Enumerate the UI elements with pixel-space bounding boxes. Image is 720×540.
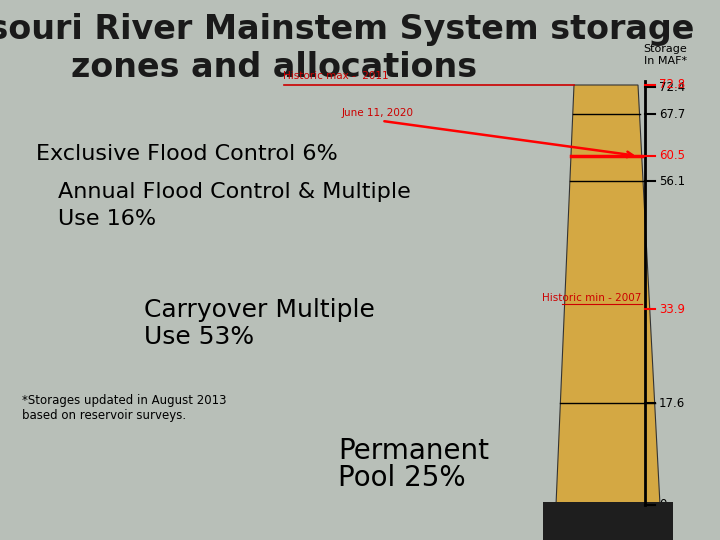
Text: Use 53%: Use 53% xyxy=(144,326,254,349)
Text: Exclusive Flood Control 6%: Exclusive Flood Control 6% xyxy=(36,144,338,164)
Text: 72.4: 72.4 xyxy=(659,81,685,94)
Bar xyxy=(543,502,673,540)
Text: 33.9: 33.9 xyxy=(659,303,685,316)
Text: 56.1: 56.1 xyxy=(659,175,685,188)
Text: 60.5: 60.5 xyxy=(659,150,685,163)
Text: Carryover Multiple: Carryover Multiple xyxy=(144,299,375,322)
Text: Missouri River Mainstem System storage: Missouri River Mainstem System storage xyxy=(0,13,695,46)
Text: *Storages updated in August 2013
based on reservoir surveys.: *Storages updated in August 2013 based o… xyxy=(22,394,226,422)
Text: Storage
In MAF*: Storage In MAF* xyxy=(644,44,687,66)
Text: Pool 25%: Pool 25% xyxy=(338,464,466,492)
Text: Historic min - 2007: Historic min - 2007 xyxy=(542,293,642,303)
Text: 67.7: 67.7 xyxy=(659,108,685,121)
Text: 0: 0 xyxy=(659,498,666,511)
Text: Annual Flood Control & Multiple: Annual Flood Control & Multiple xyxy=(58,181,410,202)
Text: Historic max -  2011: Historic max - 2011 xyxy=(283,71,389,80)
Text: Permanent: Permanent xyxy=(338,437,490,465)
Text: 17.6: 17.6 xyxy=(659,397,685,410)
Text: June 11, 2020: June 11, 2020 xyxy=(342,108,414,118)
Text: 72.8: 72.8 xyxy=(659,78,685,91)
Polygon shape xyxy=(556,85,660,505)
Text: Use 16%: Use 16% xyxy=(58,208,156,229)
Text: zones and allocations: zones and allocations xyxy=(71,51,477,84)
